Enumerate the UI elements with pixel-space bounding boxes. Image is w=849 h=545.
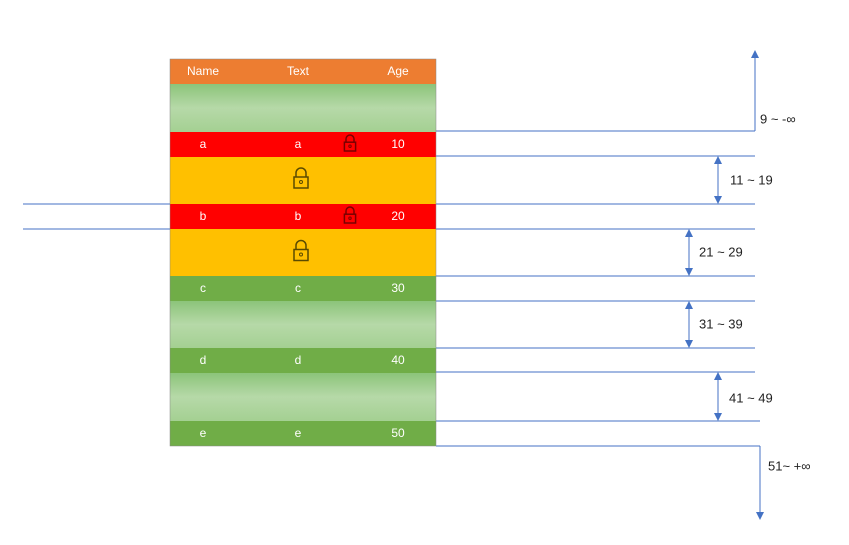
table-cell: 40 xyxy=(391,353,405,367)
header-cell: Name xyxy=(187,64,219,78)
range-label: 41 ~ 49 xyxy=(729,390,773,405)
data-row xyxy=(170,204,436,229)
table-cell: e xyxy=(200,426,207,440)
table-cell: 50 xyxy=(391,426,405,440)
lock-shackle xyxy=(295,239,307,250)
lock-shackle xyxy=(345,134,355,143)
table-cell: b xyxy=(200,209,207,223)
header-cell: Age xyxy=(387,64,409,78)
table-cell: d xyxy=(295,353,302,367)
data-row xyxy=(170,421,436,446)
lock-shackle xyxy=(295,167,307,177)
lock-icon xyxy=(343,134,357,152)
table-cell: c xyxy=(295,281,301,295)
header-cell: Text xyxy=(287,64,310,78)
band xyxy=(170,156,436,204)
band xyxy=(170,301,436,348)
table-border xyxy=(169,58,437,447)
table-cell: c xyxy=(200,281,206,295)
range-label: 11 ~ 19 xyxy=(730,172,773,187)
lock-icon xyxy=(293,239,309,262)
data-row xyxy=(170,348,436,373)
table-cell: 20 xyxy=(391,209,405,223)
lock-hole xyxy=(299,180,303,184)
lock-body xyxy=(343,213,357,224)
lock-shackle xyxy=(345,206,355,215)
lock-icon xyxy=(293,167,309,189)
table-cell: 30 xyxy=(391,281,405,295)
header-row xyxy=(170,59,436,84)
table-cell: 10 xyxy=(391,137,405,151)
table-cell: d xyxy=(200,353,207,367)
range-label: 21 ~ 29 xyxy=(699,244,743,259)
lock-body xyxy=(343,141,357,152)
data-row xyxy=(170,276,436,301)
data-row xyxy=(170,132,436,157)
band xyxy=(170,373,436,421)
band xyxy=(170,84,436,132)
range-label: 51~ +∞ xyxy=(768,458,811,473)
band xyxy=(170,229,436,276)
range-label: 31 ~ 39 xyxy=(699,316,743,331)
lock-body xyxy=(293,176,309,189)
lock-body xyxy=(293,248,309,262)
table-cell: e xyxy=(295,426,302,440)
lock-hole xyxy=(348,144,352,148)
table-cell: a xyxy=(200,137,207,151)
lock-hole xyxy=(348,216,352,220)
table-cell: b xyxy=(295,209,302,223)
lock-hole xyxy=(299,252,303,257)
range-label: 9 ~ -∞ xyxy=(760,111,796,126)
lock-icon xyxy=(343,206,357,224)
table-cell: a xyxy=(295,137,302,151)
